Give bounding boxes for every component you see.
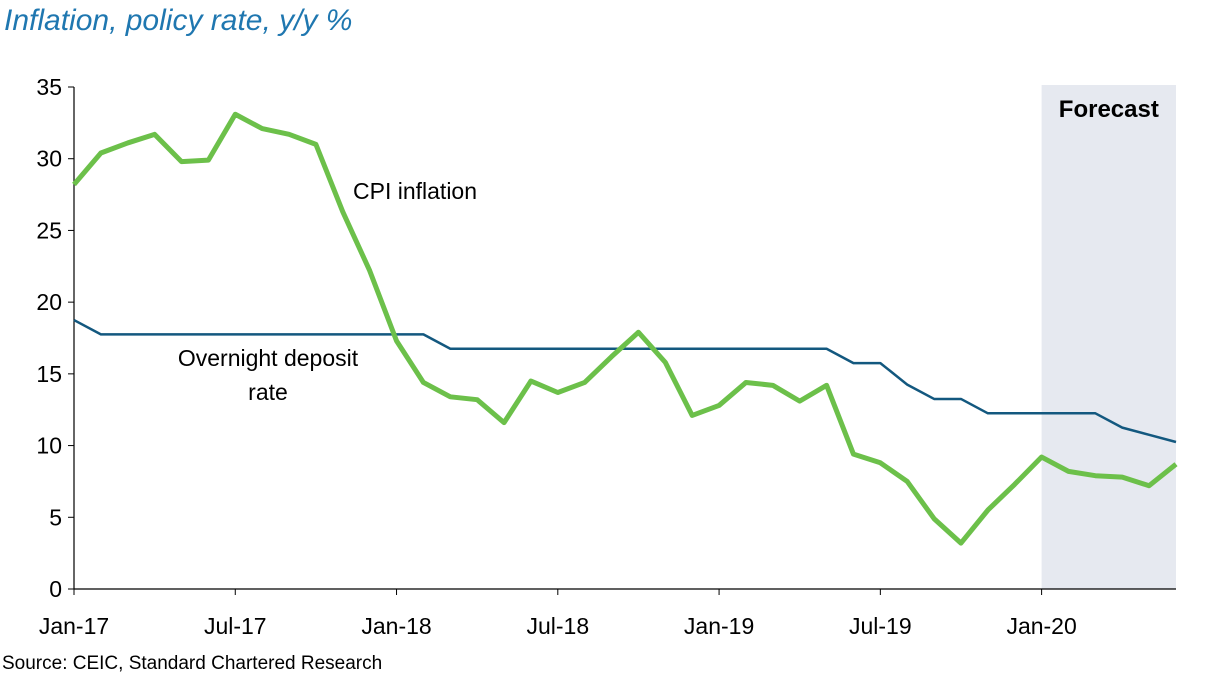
y-tick-label: 5 [49,504,62,530]
forecast-region [1041,85,1176,589]
cpi-inflation-label: CPI inflation [353,178,477,204]
x-tick-label: Jan-20 [1006,613,1076,639]
cpi-inflation-line [72,111,1178,546]
y-tick-label: 35 [36,74,62,100]
y-tick-label: 30 [36,146,62,172]
forecast-label: Forecast [1059,96,1159,123]
x-tick-label: Jan-19 [684,613,754,639]
y-tick-label: 25 [36,217,62,243]
x-tick-label: Jul-18 [526,613,589,639]
y-tick-label: 10 [36,433,62,459]
x-tick-label: Jan-18 [361,613,431,639]
y-tick-label: 20 [36,289,62,315]
x-tick-label: Jul-17 [204,613,267,639]
source-note: Source: CEIC, Standard Chartered Researc… [2,653,383,674]
x-tick-label: Jan-17 [39,613,109,639]
overnight-deposit-rate-line [73,318,1177,444]
overnight-deposit-rate-label: Overnight deposit [178,345,359,371]
x-tick-label: Jul-19 [849,613,912,639]
chart-title: Inflation, policy rate, y/y % [4,4,353,37]
y-tick-label: 15 [36,361,62,387]
overnight-deposit-rate-label-line2: rate [248,379,288,405]
y-tick-label: 0 [49,576,62,602]
